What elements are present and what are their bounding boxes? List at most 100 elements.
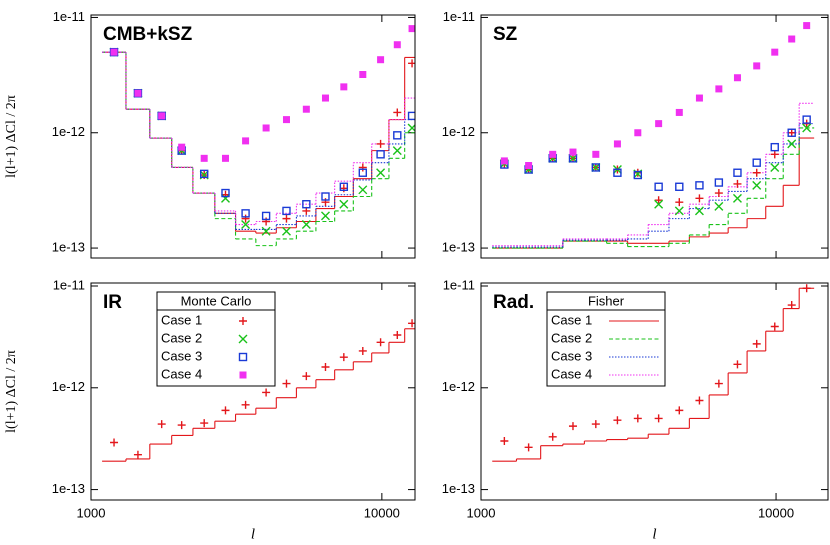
marker-plus [591, 420, 600, 429]
marker-square [339, 182, 349, 191]
marker-plus [787, 128, 796, 137]
y-tick-label: 1e-12 [442, 124, 475, 139]
legend-label: Case 1 [161, 312, 202, 327]
marker-square-filled [262, 124, 270, 132]
marker-square [238, 352, 248, 362]
monte-carlo-points [500, 284, 811, 452]
marker-square-filled [321, 94, 329, 102]
marker-plus [695, 194, 704, 203]
marker-square-filled [695, 94, 703, 102]
marker-plus [339, 353, 348, 362]
y-tick-label: 1e-11 [53, 277, 85, 292]
monte-carlo-points [110, 25, 415, 162]
marker-plus [241, 214, 250, 223]
marker-plus [568, 422, 577, 431]
marker-square [752, 158, 761, 167]
fisher-line [492, 127, 815, 249]
marker-plus [633, 414, 642, 423]
legend-label: Case 2 [551, 330, 592, 345]
panel-title: Rad. [493, 292, 534, 313]
marker-square [241, 209, 250, 218]
marker-square-filled [134, 89, 142, 97]
panel: 1e-13 1e-12 1e-11 1000 10000 Rad. l Fisher Case … [442, 277, 829, 542]
marker-cross [568, 153, 578, 163]
marker-square [733, 168, 742, 177]
marker-square [393, 131, 402, 140]
monte-carlo-points [109, 47, 415, 236]
legend-label: Case 3 [161, 348, 202, 363]
marker-plus [714, 189, 723, 198]
y-tick-label: 1e-11 [443, 277, 475, 292]
plot-frame [90, 282, 416, 501]
y-tick-label: 1e-12 [442, 379, 475, 394]
marker-square-filled [753, 62, 761, 70]
legend-label: Case 2 [161, 330, 202, 345]
panel-title: SZ [493, 24, 518, 45]
y-axis-label: l(l+1) ΔCl / 2π [4, 350, 19, 433]
marker-plus [376, 338, 385, 347]
fisher-line [492, 123, 815, 248]
marker-cross [281, 226, 291, 236]
marker-cross [714, 201, 724, 211]
marker-square-filled [178, 143, 186, 151]
marker-square-filled [377, 56, 385, 64]
marker-plus [770, 322, 779, 331]
marker-plus [714, 379, 723, 388]
marker-square-filled [340, 83, 348, 91]
monte-carlo-points [109, 47, 415, 221]
x-axis-label: l [251, 526, 255, 542]
panel: 1e-13 1e-12 1e-11 1000 10000 IR l(l+1) ΔCl / 2… [4, 277, 416, 542]
marker-square-filled [221, 154, 229, 162]
marker-plus [548, 432, 557, 441]
marker-plus [262, 217, 271, 226]
marker-plus [282, 214, 291, 223]
marker-plus [239, 317, 247, 325]
marker-plus [133, 450, 142, 459]
marker-cross [261, 226, 271, 236]
fisher-line [492, 102, 815, 247]
marker-square-filled [771, 48, 779, 56]
plot-frame [480, 14, 829, 259]
y-tick-label: 1e-12 [52, 124, 85, 139]
monte-carlo-points [500, 22, 811, 170]
fisher-line [102, 51, 415, 247]
marker-square [302, 200, 311, 209]
marker-plus [157, 420, 166, 429]
marker-plus [802, 284, 811, 293]
marker-cross [770, 162, 780, 172]
marker-cross [241, 220, 251, 230]
marker-cross [732, 193, 742, 203]
marker-cross [654, 199, 664, 209]
y-tick-label: 1e-13 [52, 239, 85, 254]
marker-cross [301, 220, 311, 230]
monte-carlo-points [110, 319, 415, 459]
marker-square [376, 150, 385, 159]
legend-label: Case 4 [551, 366, 592, 381]
legend-title: Fisher [588, 293, 625, 308]
x-tick-label: 10000 [364, 505, 400, 520]
marker-square-filled [655, 120, 663, 128]
legend-title: Monte Carlo [181, 293, 252, 308]
marker-square [282, 206, 291, 216]
marker-square [358, 168, 368, 177]
marker-plus [524, 443, 533, 452]
marker-cross [752, 180, 762, 190]
marker-cross [358, 185, 368, 195]
y-axis-label: l(l+1) ΔCl / 2π [4, 95, 19, 178]
marker-plus [241, 400, 250, 409]
marker-square-filled [200, 154, 208, 162]
marker-plus [339, 184, 348, 193]
monte-carlo-points [499, 123, 812, 216]
marker-plus [733, 179, 742, 188]
marker-square [714, 178, 724, 187]
panel: 1e-13 1e-12 1e-11 CMB+kSZ l(l+1) ΔCl / 2π [4, 9, 416, 259]
marker-square-filled [569, 148, 577, 156]
legend-label: Case 4 [161, 366, 202, 381]
marker-plus [654, 414, 663, 423]
marker-plus [110, 438, 119, 447]
marker-plus [262, 388, 271, 397]
marker-square [633, 170, 643, 180]
marker-cross [694, 206, 704, 216]
marker-plus [752, 168, 761, 177]
marker-plus [358, 163, 367, 172]
